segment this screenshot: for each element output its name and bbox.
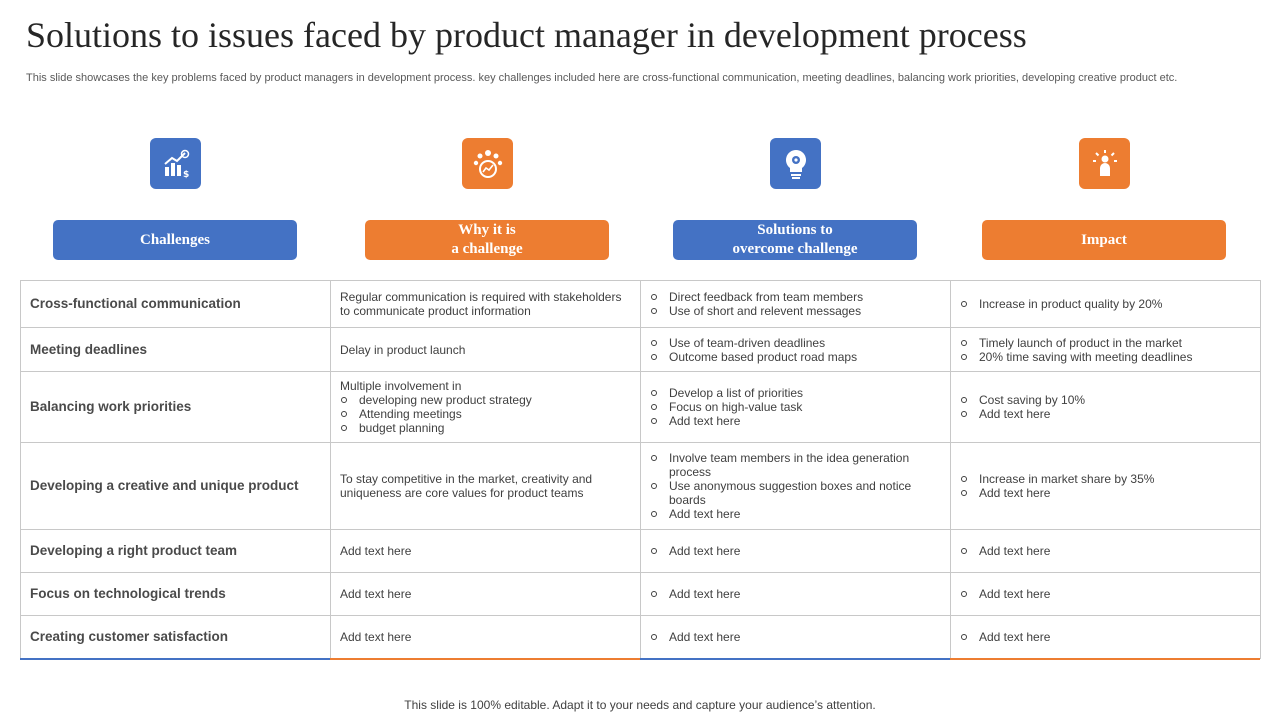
- impact-bullet: Add text here: [960, 544, 1251, 558]
- challenge-cell: Balancing work priorities: [20, 371, 331, 443]
- header-challenges: Challenges: [53, 220, 297, 260]
- table-bottom-accent: [330, 658, 640, 660]
- why-cell: Add text here: [330, 529, 641, 573]
- challenge-cell: Cross-functional communication: [20, 280, 331, 328]
- table-bottom-accent: [950, 658, 1260, 660]
- why-cell: Multiple involvement in developing new pr…: [330, 371, 641, 443]
- why-cell: Regular communication is required with s…: [330, 280, 641, 328]
- why-text: To stay competitive in the market, creat…: [340, 472, 593, 500]
- growth-chart-icon: $: [150, 138, 201, 189]
- impact-cell: Add text here: [950, 529, 1261, 573]
- challenge-cell: Developing a right product team: [20, 529, 331, 573]
- solution-cell: Develop a list of priorities Focus on hig…: [640, 371, 951, 443]
- table-row: Cross-functional communication Regular co…: [20, 280, 1261, 328]
- solution-bullet: Use of team-driven deadlines: [650, 336, 941, 350]
- solution-cell: Direct feedback from team members Use of …: [640, 280, 951, 328]
- solution-bullet: Add text here: [650, 414, 941, 428]
- solution-bullet: Outcome based product road maps: [650, 350, 941, 364]
- why-text: Multiple involvement in: [340, 379, 462, 393]
- impact-bullet: Increase in product quality by 20%: [960, 297, 1251, 311]
- challenge-cell: Developing a creative and unique product: [20, 442, 331, 530]
- lightbulb-gear-icon: [770, 138, 821, 189]
- impact-bullet: Cost saving by 10%: [960, 393, 1251, 407]
- challenge-cell: Meeting deadlines: [20, 327, 331, 372]
- impact-bullet: Add text here: [960, 630, 1251, 644]
- why-bullet: developing new product strategy: [340, 393, 631, 407]
- impact-bullet: 20% time saving with meeting deadlines: [960, 350, 1251, 364]
- idea-person-icon: [1079, 138, 1130, 189]
- solution-bullet: Add text here: [650, 630, 941, 644]
- solution-cell: Add text here: [640, 615, 951, 659]
- header-why-challenge: Why it is a challenge: [365, 220, 609, 260]
- table-bottom-accent: [20, 658, 330, 660]
- impact-cell: Increase in market share by 35% Add text …: [950, 442, 1261, 530]
- slide-title: Solutions to issues faced by product man…: [26, 15, 1027, 55]
- solution-cell: Involve team members in the idea generat…: [640, 442, 951, 530]
- solution-bullet: Use anonymous suggestion boxes and notic…: [650, 479, 941, 507]
- impact-bullet: Add text here: [960, 587, 1251, 601]
- why-cell: Add text here: [330, 572, 641, 616]
- why-cell: Delay in product launch: [330, 327, 641, 372]
- table-row: Creating customer satisfaction Add text h…: [20, 615, 1261, 659]
- header-solutions: Solutions to overcome challenge: [673, 220, 917, 260]
- impact-cell: Cost saving by 10% Add text here: [950, 371, 1261, 443]
- footer-note: This slide is 100% editable. Adapt it to…: [404, 698, 876, 712]
- table-row: Developing a creative and unique product…: [20, 442, 1261, 530]
- impact-cell: Increase in product quality by 20%: [950, 280, 1261, 328]
- why-text: Delay in product launch: [340, 342, 466, 357]
- slide-subtitle: This slide showcases the key problems fa…: [26, 72, 1178, 84]
- solution-bullet: Develop a list of priorities: [650, 386, 941, 400]
- table-row: Meeting deadlines Delay in product launch…: [20, 327, 1261, 372]
- solution-bullet: Use of short and relevent messages: [650, 304, 941, 318]
- challenge-cell: Focus on technological trends: [20, 572, 331, 616]
- solution-cell: Add text here: [640, 529, 951, 573]
- solution-bullet: Focus on high-value task: [650, 400, 941, 414]
- table-row: Developing a right product team Add text …: [20, 529, 1261, 573]
- why-cell: Add text here: [330, 615, 641, 659]
- solution-cell: Use of team-driven deadlines Outcome base…: [640, 327, 951, 372]
- why-text: Add text here: [340, 587, 412, 601]
- impact-cell: Add text here: [950, 615, 1261, 659]
- header-impact: Impact: [982, 220, 1226, 260]
- svg-text:$: $: [183, 170, 189, 179]
- impact-bullet: Increase in market share by 35%: [960, 472, 1251, 486]
- challenges-table: Cross-functional communication Regular co…: [20, 280, 1261, 659]
- why-text: Add text here: [340, 544, 412, 558]
- solution-bullet: Direct feedback from team members: [650, 290, 941, 304]
- solution-cell: Add text here: [640, 572, 951, 616]
- table-bottom-accent: [640, 658, 950, 660]
- why-cell: To stay competitive in the market, creat…: [330, 442, 641, 530]
- solution-bullet: Add text here: [650, 587, 941, 601]
- why-text: Add text here: [340, 630, 412, 644]
- why-text: Regular communication is required with s…: [340, 290, 622, 318]
- impact-cell: Timely launch of product in the market 20…: [950, 327, 1261, 372]
- impact-bullet: Timely launch of product in the market: [960, 336, 1251, 350]
- why-bullet: Attending meetings: [340, 407, 631, 421]
- challenge-cell: Creating customer satisfaction: [20, 615, 331, 659]
- why-bullet: budget planning: [340, 421, 631, 435]
- impact-bullet: Add text here: [960, 407, 1251, 421]
- impact-cell: Add text here: [950, 572, 1261, 616]
- solution-bullet: Involve team members in the idea generat…: [650, 451, 941, 479]
- table-row: Balancing work priorities Multiple involv…: [20, 371, 1261, 443]
- impact-bullet: Add text here: [960, 486, 1251, 500]
- solution-bullet: Add text here: [650, 544, 941, 558]
- solution-bullet: Add text here: [650, 507, 941, 521]
- team-network-icon: [462, 138, 513, 189]
- table-row: Focus on technological trends Add text he…: [20, 572, 1261, 616]
